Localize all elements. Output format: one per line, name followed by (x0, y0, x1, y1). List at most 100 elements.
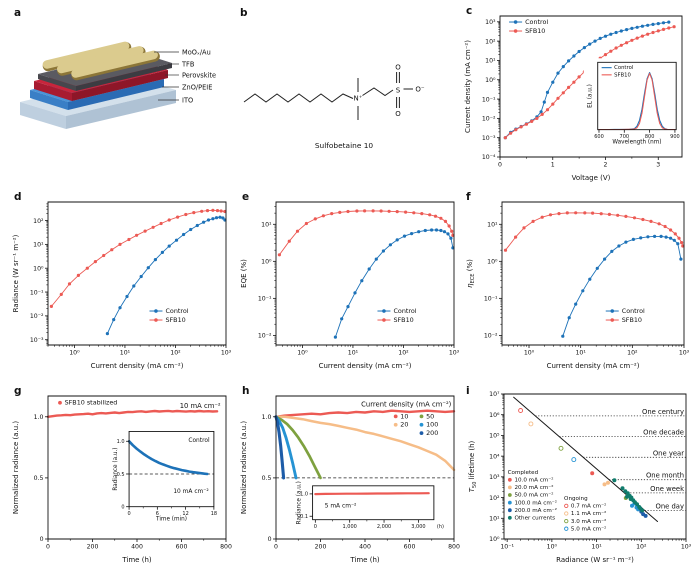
y-axis-label: Normalized radiance (a.u.) (12, 421, 20, 514)
x-tick-label: 10³ (449, 350, 460, 357)
legend-item-label: 100.0 mA cm⁻² (514, 499, 557, 506)
legend: SFB10 stabilized (58, 399, 117, 407)
series-20 (274, 415, 456, 472)
y-tick-label: 10⁰ (33, 265, 44, 272)
legend-item-label: SFB10 (525, 27, 545, 35)
atom-s: S (396, 87, 401, 95)
x-tick-label: 0 (274, 544, 278, 551)
series-50 (274, 415, 322, 480)
axes-box (275, 201, 455, 346)
x-tick-label: 800 (645, 134, 655, 140)
x-tick-label: 6 (156, 511, 159, 517)
y-tick-label: 10⁰ (485, 77, 496, 84)
panel-label-c: c (466, 5, 473, 17)
y-tick-label: 10¹ (487, 222, 498, 229)
x-tick-label: 1,000 (343, 524, 357, 530)
x-tick-label: 10¹ (348, 350, 359, 357)
legend-item-label: 100 (426, 421, 438, 429)
inset-background (583, 58, 681, 146)
x-tick-label: 10¹ (120, 350, 131, 357)
chart-ece: 10⁰ 10¹ 10² 10³ 10⁻² 10⁻¹ 10⁰ 10¹ Current densit… (466, 201, 690, 370)
reference-line-label: One year (653, 449, 684, 457)
x-tick-label: 10¹ (591, 544, 602, 551)
panel-label-e: e (242, 191, 250, 203)
legend-item-label: Control (525, 18, 548, 26)
y-tick-label: 10¹ (33, 242, 44, 249)
x-tick-label: 10² (398, 350, 409, 357)
legend-item-label: 3.0 mA cm⁻² (571, 518, 606, 525)
chart-jv: 0 1 2 3 10⁻⁴ 10⁻³ 10⁻² 10⁻¹ 10⁰ 10¹ 10² 10³ Voltage … (464, 15, 683, 182)
atom-o-bottom: O (395, 110, 401, 118)
plot-h-inset: 0 1,000 2,000 3,000 0.1 1.0 (h) Radiance (a.u.)… (297, 481, 444, 530)
x-tick-label: 3 (656, 162, 660, 169)
series-sfb10-stabilized (46, 409, 219, 418)
series-sfb10 (277, 209, 455, 257)
chart-lifetime: One century One decade One year One month On… (468, 391, 692, 564)
legend-title: Completed (508, 470, 539, 476)
x-tick-label: 600 (176, 544, 188, 551)
y-tick-label: 1.0 (262, 414, 272, 421)
molecule-diagram: N⁺ S O O O⁻ Sulfobetaine 10 (243, 64, 425, 150)
x-tick-label: 400 (131, 544, 143, 551)
inset-background (295, 481, 447, 535)
y-tick-label: 10¹ (489, 516, 500, 523)
series-ongoing-0.7 (518, 408, 524, 413)
legend-item-label: Control (622, 307, 645, 315)
panel-label-g: g (14, 385, 22, 397)
annotation: 5 mA cm⁻² (325, 503, 357, 510)
axes-box (312, 485, 435, 521)
x-tick-label: 1 (551, 162, 555, 169)
reference-line-label: One day (655, 502, 684, 510)
y-axis-label: Radiance (a.u.) (113, 447, 119, 490)
legend-item-label: 20.0 mA cm⁻² (514, 484, 553, 491)
legend-item-label: 50.0 mA cm⁻² (514, 492, 553, 499)
label-perovskite: Perovskite (182, 71, 216, 79)
legend-item-label: 10.0 mA cm⁻² (514, 476, 553, 483)
reference-line-label: One decade (643, 429, 684, 437)
y-tick-label: 10⁻³ (482, 135, 496, 142)
atom-o-minus: O⁻ (415, 86, 425, 94)
atom-n-plus: N⁺ (354, 95, 363, 103)
y-tick-label: 10⁴ (489, 453, 500, 460)
gold-electrodes (42, 41, 160, 81)
y-tick-label: 0.5 (34, 475, 44, 482)
legend-item-label: 50 (426, 412, 434, 420)
legend-item-label: SFB10 stabilized (65, 399, 118, 407)
y-tick-label: 10⁻² (482, 116, 496, 123)
y-axis-label: T50 lifetime (h) (468, 440, 478, 492)
y-tick-label: 10⁻¹ (482, 96, 496, 103)
series-ongoing-5.0 (571, 457, 577, 463)
y-tick-label: 0 (40, 536, 44, 543)
x-tick-label: 2 (604, 162, 608, 169)
legend-item-label: SFB10 (165, 316, 185, 324)
y-tick-label: 10⁻¹ (258, 296, 272, 303)
x-axis-label: Time (h) (349, 556, 380, 564)
y-tick-label: 10⁻¹ (30, 289, 44, 296)
y-tick-label: 10³ (485, 19, 496, 26)
series-control-decay (127, 439, 209, 476)
x-tick-label: 18 (211, 511, 217, 517)
device-stack-diagram: MoOₓ/Au TFB Perovskite ZnO/PEIE ITO (20, 41, 216, 129)
x-tick-label: 900 (670, 134, 680, 140)
y-tick-label: 10⁻⁴ (482, 154, 496, 161)
panel-label-f: f (466, 191, 471, 203)
x-tick-label: 0 (127, 511, 130, 517)
x-unit-label: (h) (437, 524, 444, 530)
x-tick-label: 3,000 (411, 524, 425, 530)
panel-label-i: i (466, 385, 470, 397)
panel-label-h: h (242, 385, 250, 397)
x-tick-label: 0 (498, 162, 502, 169)
legend-item-label: SFB10 (614, 72, 631, 78)
y-tick-label: 0 (121, 505, 124, 511)
y-axis-label: Normalized radiance (a.u.) (240, 421, 248, 514)
series-200 (274, 415, 286, 480)
series-control (333, 228, 455, 339)
x-tick-label: 10⁻¹ (500, 544, 514, 551)
series-completed-10 (590, 471, 595, 476)
x-axis-label: Voltage (V) (572, 174, 611, 182)
reference-line-label: One century (642, 408, 684, 416)
